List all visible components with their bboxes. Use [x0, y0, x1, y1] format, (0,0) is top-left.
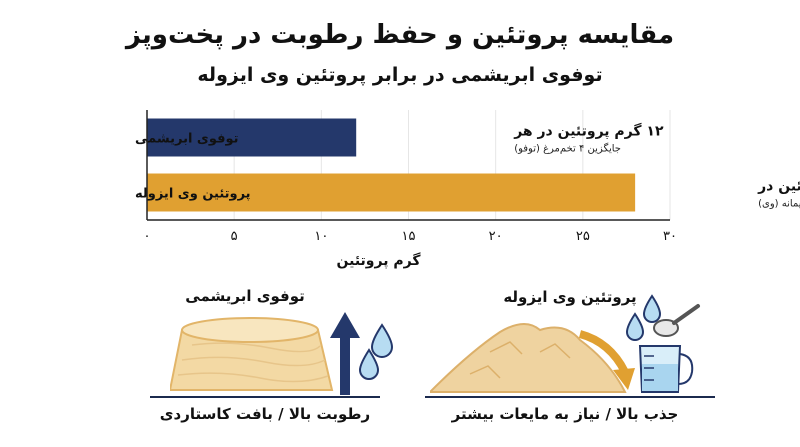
data-label-note: هر پیمانه (وی) [758, 199, 800, 210]
whey-panel-divider [425, 396, 715, 398]
powder-pile-icon [430, 324, 625, 392]
x-tick-label: ۲۰ [489, 229, 503, 244]
x-tick-label: ۲۵ [576, 229, 590, 244]
up-arrow-icon [330, 312, 360, 395]
tofu-illustration [170, 300, 410, 400]
whey-illustration [430, 292, 710, 397]
whey-panel-caption: جذب بالا / نیاز به مایعات بیشتر [430, 405, 700, 423]
water-drops-icon [360, 325, 392, 379]
tofu-panel-divider [150, 396, 380, 398]
x-axis-title: گرم پروتئین [337, 252, 422, 269]
page-subtitle: توفوی ابریشمی در برابر پروتئین وی ایزوله [0, 64, 800, 86]
x-tick-label: ۳۰ [663, 229, 677, 244]
scoop-icon [654, 306, 698, 336]
x-tick-label: ۰ [144, 229, 151, 244]
category-label: پروتئین وی ایزوله [135, 187, 251, 202]
data-label-note: جایگزین ۴ تخم‌مرغ (توفو) [514, 143, 621, 155]
x-tick-label: ۵ [231, 229, 238, 244]
data-label: ۲۸ گرم پروتئین در [757, 178, 800, 195]
page-title: مقایسه پروتئین و حفظ رطوبت در پخت‌وپز [0, 20, 800, 50]
protein-bar-chart: توفوی ابریشمی ۱۲ گرم پروتئین در هر جایگزین… [0, 100, 800, 275]
data-label: ۱۲ گرم پروتئین در هر [513, 123, 664, 140]
tofu-block-icon [170, 318, 332, 390]
tofu-panel-caption: رطوبت بالا / بافت کاستاردی [140, 405, 390, 423]
measuring-cup-icon [640, 346, 692, 392]
x-tick-label: ۱۵ [402, 229, 416, 244]
water-drops-icon [627, 296, 660, 340]
x-tick-label: ۱۰ [314, 229, 328, 244]
category-label: توفوی ابریشمی [135, 132, 239, 147]
